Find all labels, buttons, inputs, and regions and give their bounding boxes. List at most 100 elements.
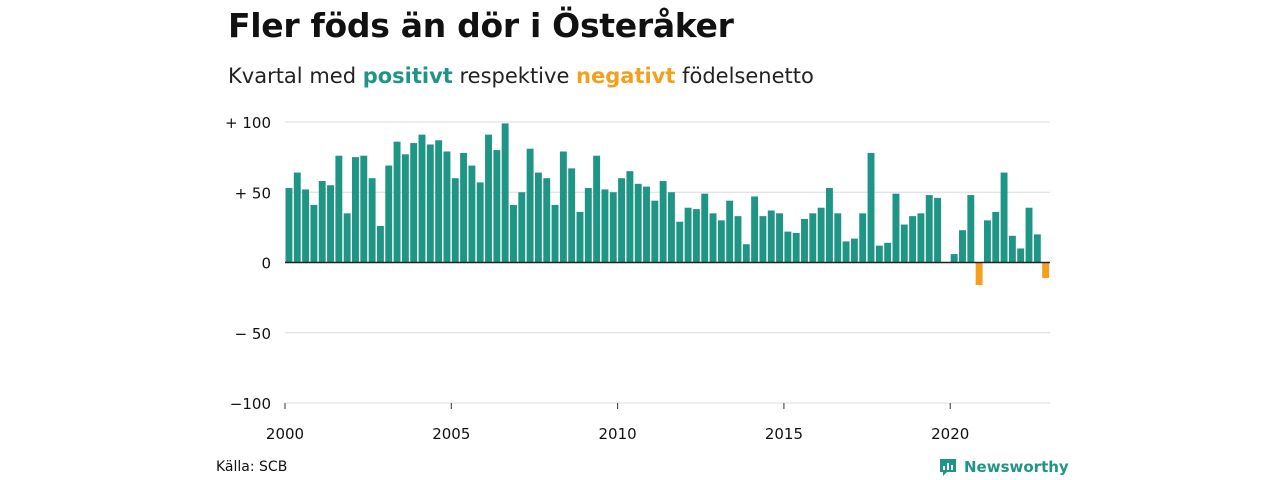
- bars: [285, 123, 1050, 285]
- bar: [335, 155, 343, 263]
- bar: [360, 155, 368, 263]
- y-tick-label: + 100: [225, 114, 271, 132]
- bar: [1025, 207, 1033, 263]
- axes: + 100 + 50 0 − 50 −100 2000 2005 2010 2015 2020: [225, 114, 1050, 443]
- subtitle-middle: respektive: [452, 64, 577, 88]
- bar: [917, 213, 925, 263]
- bar: [410, 143, 418, 263]
- bar: [618, 178, 626, 263]
- bar: [859, 213, 867, 263]
- bar: [959, 230, 966, 263]
- bar: [983, 220, 991, 263]
- bar: [992, 211, 1000, 263]
- bar: [934, 197, 942, 263]
- bar: [742, 244, 750, 263]
- bar: [1008, 235, 1016, 263]
- y-tick-label: 0: [261, 255, 271, 273]
- bar: [285, 188, 293, 263]
- bar: [510, 204, 517, 263]
- bar: [925, 195, 933, 263]
- bar: [950, 254, 958, 263]
- bar: [1042, 262, 1050, 278]
- bar: [493, 150, 501, 263]
- bar: [784, 231, 792, 263]
- bar: [842, 241, 850, 263]
- bar: [327, 185, 334, 263]
- subtitle-prefix: Kvartal med: [228, 64, 363, 88]
- bar: [817, 207, 825, 263]
- bar: [850, 238, 858, 263]
- bar: [717, 220, 725, 263]
- bar: [643, 186, 650, 263]
- bar: [401, 154, 409, 263]
- brand-name: Newsworthy: [964, 458, 1069, 476]
- bar: [709, 213, 717, 263]
- bar: [443, 151, 451, 263]
- bar: [634, 183, 642, 263]
- subtitle-negative-word: negativt: [576, 64, 676, 88]
- bar: [576, 211, 584, 263]
- bar: [368, 178, 376, 263]
- bar: [884, 242, 892, 263]
- bar: [352, 157, 359, 263]
- bar: [801, 218, 808, 263]
- bar: [726, 200, 734, 263]
- bar: [526, 148, 534, 263]
- bar: [393, 141, 401, 263]
- bar: [385, 165, 393, 263]
- bar: [684, 207, 692, 263]
- y-tick-label: + 50: [235, 184, 271, 202]
- bar: [900, 224, 908, 263]
- bar: [892, 193, 900, 263]
- source-note: Källa: SCB: [216, 459, 288, 475]
- bar: [626, 171, 634, 263]
- bar: [834, 213, 842, 263]
- bar: [501, 123, 509, 263]
- bar: [426, 144, 434, 263]
- bar: [676, 221, 684, 263]
- bar: [668, 192, 675, 263]
- bar: [485, 134, 492, 263]
- x-tick-label: 2005: [432, 425, 470, 443]
- bar: [875, 245, 883, 263]
- bar: [310, 204, 318, 263]
- bar: [967, 195, 975, 263]
- bar: [302, 189, 310, 263]
- bar: [518, 192, 526, 263]
- subtitle-positive-word: positivt: [362, 64, 453, 88]
- bar: [468, 165, 476, 263]
- chart-title: Fler föds än dör i Österåker: [228, 6, 734, 45]
- bar: [559, 151, 567, 263]
- bar: [593, 155, 601, 263]
- bar: [460, 152, 468, 263]
- bar: [1017, 248, 1025, 263]
- bar: [293, 172, 301, 263]
- bar: [601, 189, 609, 263]
- bar: [534, 172, 542, 263]
- x-tick-label: 2020: [931, 425, 969, 443]
- brand-logo[interactable]: Newsworthy: [938, 457, 1069, 477]
- newsworthy-logo-icon: [940, 459, 956, 476]
- bar: [568, 168, 576, 263]
- bar: [651, 200, 659, 263]
- bar: [1033, 234, 1041, 263]
- bar: [809, 213, 817, 263]
- bar: [751, 196, 759, 263]
- bar: [909, 216, 917, 263]
- bar: [867, 152, 875, 263]
- bar: [343, 213, 351, 263]
- bar: [551, 204, 559, 263]
- chart-subtitle: Kvartal med positivt respektive negativt…: [228, 64, 814, 88]
- bar: [701, 193, 709, 263]
- bar: [476, 182, 484, 263]
- bar: [792, 232, 800, 263]
- bar: [734, 216, 742, 263]
- bar: [609, 192, 617, 263]
- subtitle-suffix: födelsenetto: [675, 64, 814, 88]
- x-tick-label: 2015: [765, 425, 803, 443]
- bar: [759, 216, 767, 263]
- bar: [376, 225, 384, 263]
- bar: [418, 134, 426, 263]
- grid-lines: [285, 121, 1050, 404]
